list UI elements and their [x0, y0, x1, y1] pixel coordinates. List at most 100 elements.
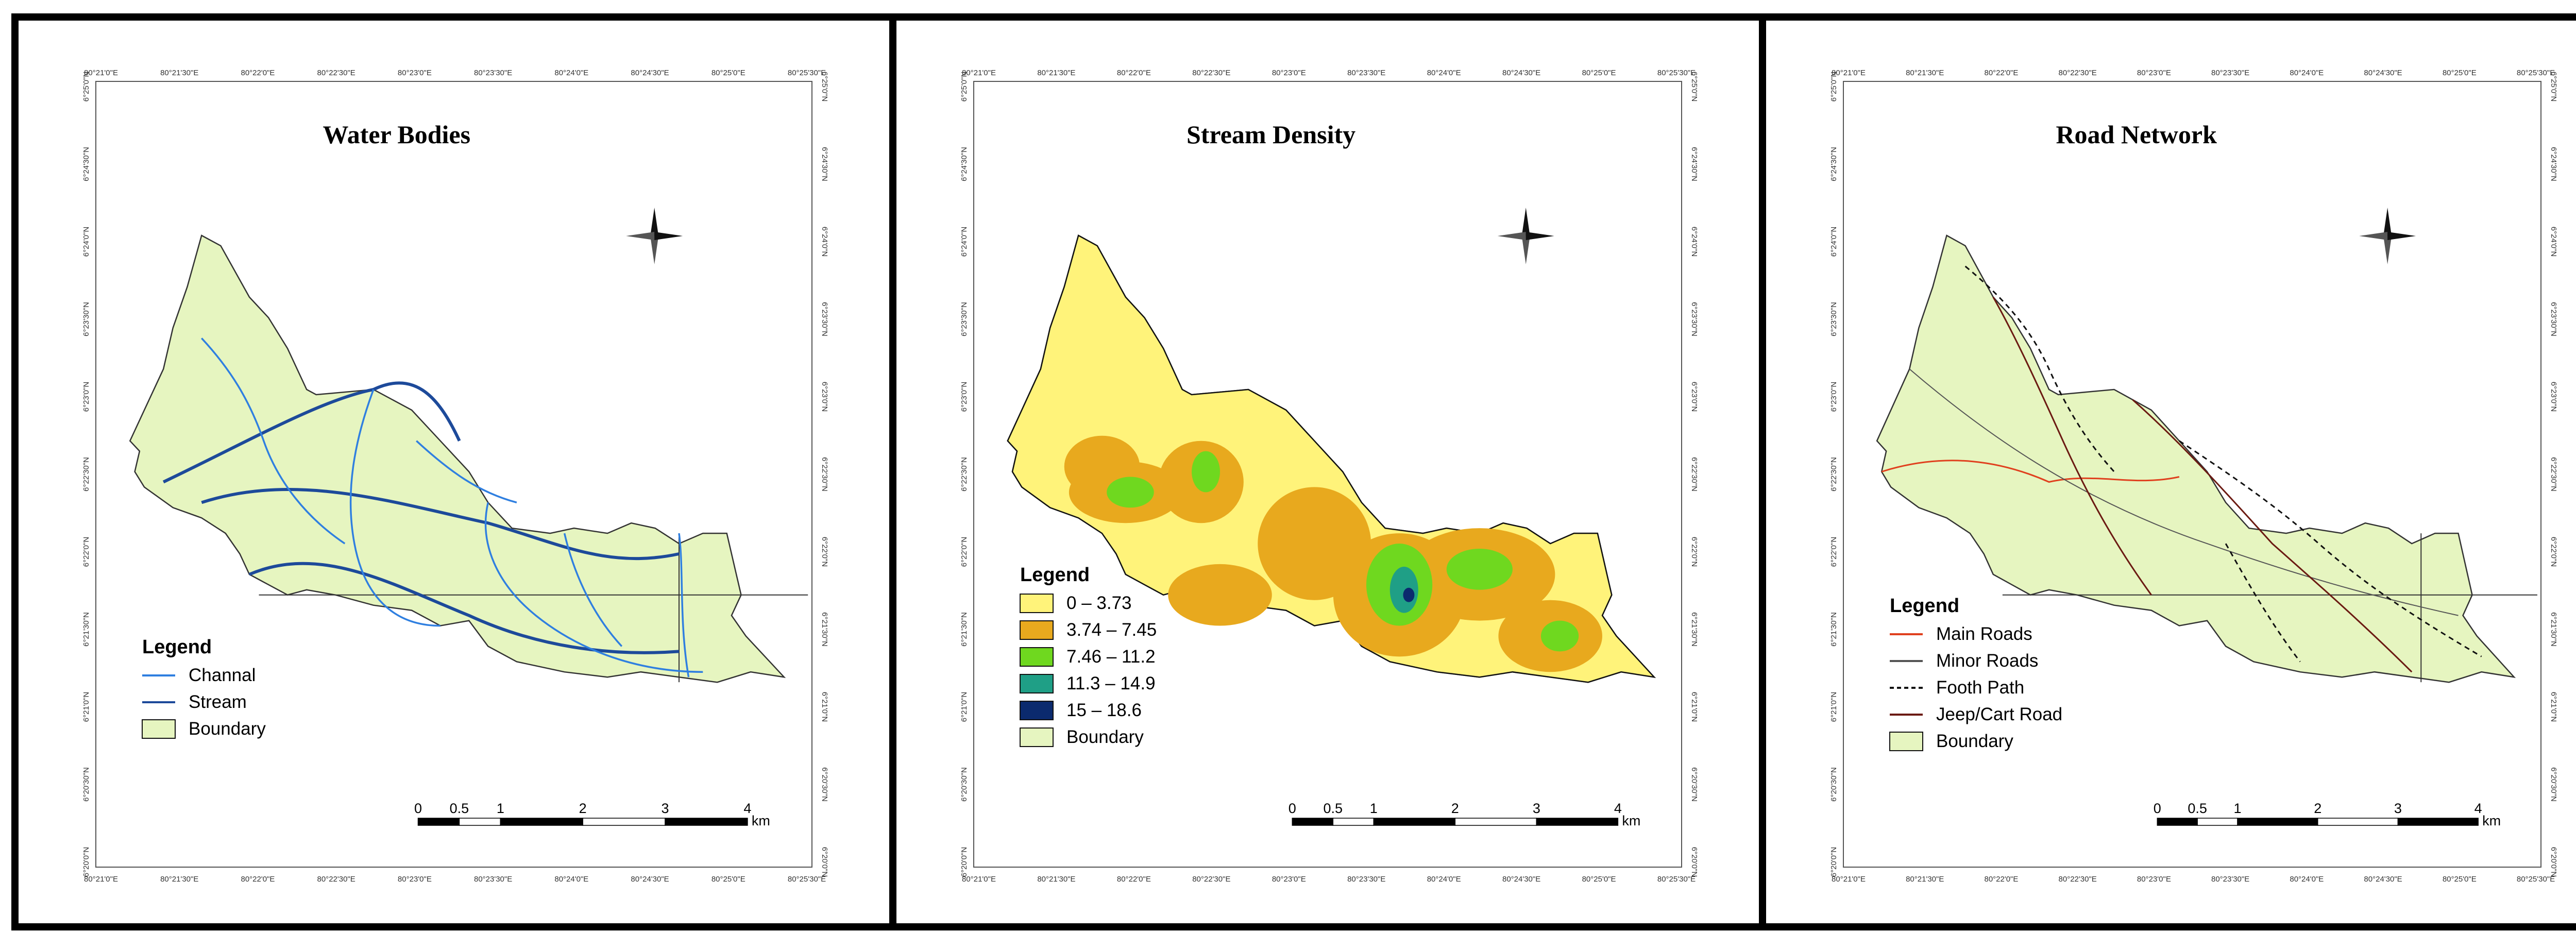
road-network-map-panel: 80°21'0"E 80°21'0"E 80°21'30"E 80°21'30"E 80… [1766, 21, 2576, 923]
scale-bar-label: 4 [2475, 801, 2482, 816]
latitude-tick-label: 6°22'0"N [820, 537, 829, 567]
west-arrow-point [2359, 232, 2388, 240]
latitude-tick-label: 6°22'30"N [1690, 457, 1699, 492]
scale-bar-label: 0 [414, 801, 422, 816]
longitude-tick-label: 80°22'30"E [1192, 69, 1230, 77]
longitude-tick-label: 80°21'0"E [84, 69, 118, 77]
latitude-tick-label: 6°20'30"N [1690, 767, 1699, 802]
longitude-tick-label: 80°25'30"E [788, 69, 826, 77]
stream-density-map-panel: 80°21'0"E 80°21'0"E 80°21'30"E 80°21'30"E 80… [896, 21, 1759, 923]
stream-line [678, 533, 690, 678]
latitude-tick-label: 6°20'30"N [820, 767, 829, 802]
longitude-tick-label: 80°22'0"E [1117, 875, 1151, 884]
scale-bar-label: 2 [579, 801, 587, 816]
road-line [2132, 399, 2413, 673]
latitude-tick-label: 6°21'30"N [820, 612, 829, 647]
latitude-tick-label: 6°21'30"N [1690, 612, 1699, 647]
density-patch [1192, 451, 1220, 493]
latitude-tick-label: 6°23'0"N [82, 382, 91, 412]
north-arrow-point [2383, 208, 2392, 236]
legend-title: Legend [1890, 595, 1959, 617]
longitude-tick-label: 80°24'30"E [631, 875, 669, 884]
longitude-tick-label: 80°21'30"E [1906, 875, 1944, 884]
legend-swatch [1020, 594, 1054, 613]
scale-bar-segment [582, 818, 666, 826]
longitude-tick-label: 80°23'0"E [1272, 69, 1306, 77]
east-arrow-point [654, 232, 683, 240]
legend-item-label: Boundary [1936, 731, 2013, 751]
east-arrow-point [1526, 232, 1554, 240]
longitude-tick-label: 80°25'30"E [1657, 69, 1696, 77]
south-arrow-point [2383, 236, 2392, 264]
legend-swatch [1020, 620, 1054, 640]
panel-divider [889, 13, 896, 930]
latitude-tick-label: 6°22'30"N [1829, 457, 1838, 492]
latitude-tick-label: 6°22'30"N [820, 457, 829, 492]
longitude-tick-label: 80°24'0"E [554, 69, 588, 77]
longitude-tick-label: 80°22'30"E [2059, 875, 2097, 884]
longitude-tick-label: 80°23'0"E [398, 69, 432, 77]
longitude-tick-label: 80°21'0"E [1832, 69, 1866, 77]
road-line [1992, 296, 2152, 596]
stream-line [201, 337, 346, 545]
scale-bar-segment [1292, 818, 1334, 826]
longitude-tick-label: 80°21'0"E [84, 875, 118, 884]
longitude-tick-label: 80°23'0"E [2137, 69, 2171, 77]
latitude-tick-label: 6°23'30"N [2549, 302, 2558, 336]
latitude-tick-label: 6°23'0"N [1829, 382, 1838, 412]
latitude-tick-label: 6°21'0"N [2549, 692, 2558, 722]
map-title: Road Network [2056, 120, 2217, 149]
latitude-tick-label: 6°22'0"N [1690, 537, 1699, 567]
map-canvas: 80°21'0"E 80°21'0"E 80°21'30"E 80°21'30"E 80… [1829, 69, 2558, 884]
latitude-tick-label: 6°25'0"N [960, 72, 969, 101]
scale-bar-segment [417, 818, 460, 826]
latitude-tick-label: 6°22'30"N [2549, 457, 2558, 492]
scale-bar-label: 1 [1370, 801, 1378, 816]
longitude-tick-label: 80°25'0"E [1582, 875, 1616, 884]
longitude-tick-label: 80°23'0"E [398, 875, 432, 884]
north-arrow-point [1521, 208, 1530, 236]
density-patch [1403, 587, 1415, 602]
longitude-tick-label: 80°21'0"E [962, 69, 996, 77]
longitude-tick-label: 80°23'30"E [1347, 69, 1385, 77]
longitude-tick-label: 80°25'0"E [1582, 69, 1616, 77]
latitude-tick-label: 6°23'30"N [1829, 302, 1838, 336]
panel-divider [1759, 13, 1766, 930]
scale-bar-unit: km [2482, 813, 2501, 828]
latitude-tick-label: 6°22'0"N [1829, 537, 1838, 567]
map-canvas: 80°21'0"E 80°21'0"E 80°21'30"E 80°21'30"E 80… [960, 69, 1699, 884]
longitude-tick-label: 80°24'0"E [554, 875, 588, 884]
stream-line [563, 533, 623, 647]
scale-bar-label: 0 [1289, 801, 1296, 816]
latitude-tick-label: 6°21'30"N [82, 612, 91, 647]
latitude-tick-label: 6°24'0"N [1690, 227, 1699, 257]
longitude-tick-label: 80°24'0"E [1427, 69, 1461, 77]
latitude-tick-label: 6°24'30"N [960, 147, 969, 181]
legend-swatch [1020, 674, 1054, 693]
scale-bar-unit: km [1622, 813, 1640, 828]
latitude-tick-label: 6°21'0"N [1690, 692, 1699, 722]
scale-bar-segment [2317, 818, 2399, 826]
longitude-tick-label: 80°24'0"E [1427, 875, 1461, 884]
density-patch [1168, 564, 1272, 626]
legend-swatch [1020, 647, 1054, 667]
latitude-tick-label: 6°25'0"N [2549, 72, 2558, 101]
scale-bar-label: 0.5 [1324, 801, 1343, 816]
road-line [2225, 543, 2301, 663]
latitude-tick-label: 6°24'30"N [1690, 147, 1699, 181]
latitude-tick-label: 6°21'0"N [1829, 692, 1838, 722]
density-patch [1389, 566, 1418, 613]
legend-item-label: 7.46 – 11.2 [1066, 647, 1156, 667]
legend-item-label: Minor Roads [1936, 651, 2038, 671]
longitude-tick-label: 80°22'30"E [317, 875, 355, 884]
scale-bar-label: 3 [2394, 801, 2402, 816]
stream-line [484, 502, 703, 673]
longitude-tick-label: 80°22'30"E [1192, 875, 1230, 884]
legend-item-label: Footh Path [1936, 678, 2024, 698]
longitude-tick-label: 80°22'30"E [317, 69, 355, 77]
longitude-tick-label: 80°22'0"E [1117, 69, 1151, 77]
latitude-tick-label: 6°20'30"N [2549, 767, 2558, 802]
longitude-tick-label: 80°25'30"E [1657, 875, 1696, 884]
longitude-tick-label: 80°23'30"E [474, 875, 512, 884]
latitude-tick-label: 6°23'0"N [2549, 382, 2558, 412]
